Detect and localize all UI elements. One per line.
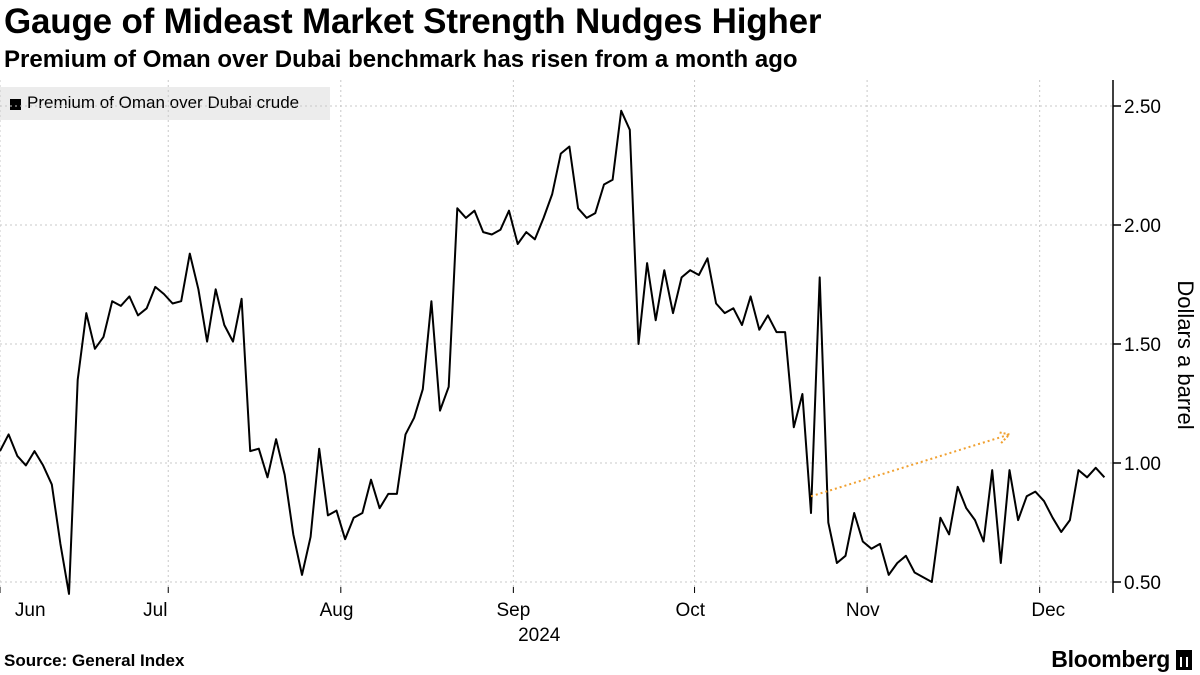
x-tick-label: Jul (143, 600, 167, 621)
x-tick-label: Nov (846, 600, 880, 621)
y-tick-label: 1.50 (1124, 335, 1161, 356)
legend-label: Premium of Oman over Dubai crude (27, 93, 300, 112)
legend: Premium of Oman over Dubai crude (0, 87, 330, 120)
bloomberg-mark-icon (1176, 649, 1192, 670)
x-tick-label: Aug (320, 600, 354, 621)
x-tick-label: Oct (675, 600, 705, 621)
y-axis-label: Dollars a barrel (1173, 280, 1198, 429)
x-year-label: 2024 (518, 625, 561, 646)
y-tick-label: 0.50 (1124, 573, 1161, 594)
series-line (0, 109, 1106, 595)
chart-subtitle: Premium of Oman over Dubai benchmark has… (4, 46, 798, 73)
y-tick-label: 1.00 (1124, 454, 1161, 475)
trend-arrow (810, 433, 1010, 498)
chart-title: Gauge of Mideast Market Strength Nudges … (4, 2, 822, 41)
bloomberg-logo: Bloomberg (1051, 646, 1192, 673)
y-tick-label: 2.50 (1124, 97, 1161, 118)
trend-arrow-head (997, 431, 1012, 444)
x-tick-label: Dec (1031, 600, 1065, 621)
x-tick-label: Jun (15, 600, 46, 621)
y-tick-label: 2.00 (1124, 216, 1161, 237)
legend-swatch (10, 99, 21, 110)
source-note: Source: General Index (4, 651, 185, 670)
x-tick-label: Sep (496, 600, 530, 621)
brand-name: Bloomberg (1051, 646, 1170, 672)
